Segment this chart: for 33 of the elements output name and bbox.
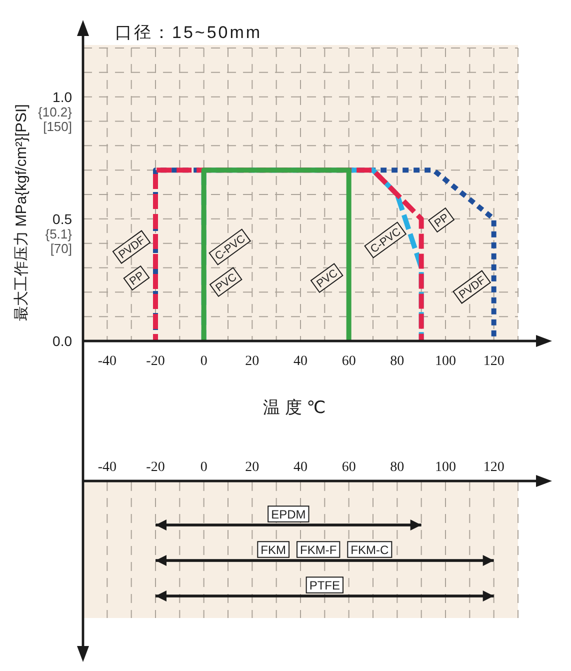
chart-title: 口径：15~50mm (115, 23, 262, 42)
x-tick-label: 80 (390, 354, 404, 369)
text: {10.2} [150] (38, 104, 73, 134)
x-tick-label: -20 (146, 354, 165, 369)
x-tick-label: 100 (435, 354, 456, 369)
x-tick-label: 100 (435, 460, 456, 475)
x-tick-label: 40 (294, 354, 308, 369)
x-tick-label: -20 (146, 460, 165, 475)
text: PP (432, 212, 452, 230)
x-tick-label: -40 (98, 354, 117, 369)
x-tick-label: 60 (342, 354, 356, 369)
y-tick-label: 0.0 (52, 333, 72, 349)
y-tick-label: FKM FKM-F FKM-C (260, 542, 389, 557)
x-tick-label: 20 (245, 354, 260, 369)
x-tick-label: 80 (390, 460, 404, 475)
y-tick-label: 1.0 (52, 88, 72, 105)
text: {5.1} [70] (45, 226, 73, 256)
text: PVC (214, 271, 240, 294)
text: PP (128, 270, 147, 288)
y-tick-label: EPDM (271, 507, 306, 522)
x-tick-label: 120 (483, 354, 504, 369)
x-tick-label: 40 (294, 460, 308, 475)
x-axis-title: 温 度 ℃ (263, 398, 326, 417)
x-tick-label: 0 (200, 460, 208, 475)
y-tick-label: 0.5 (52, 210, 72, 227)
text: PVC (314, 267, 340, 290)
x-tick-label: 0 (200, 354, 208, 369)
y-tick-label: PTFE (309, 578, 340, 592)
x-tick-label: 20 (245, 460, 260, 475)
x-tick-label: 60 (342, 460, 356, 475)
x-tick-label: -40 (98, 460, 117, 475)
y-axis-title: 最大工作压力 MPa{kgf/cm²}[PSI] (13, 104, 30, 321)
x-tick-label: 120 (483, 460, 504, 475)
